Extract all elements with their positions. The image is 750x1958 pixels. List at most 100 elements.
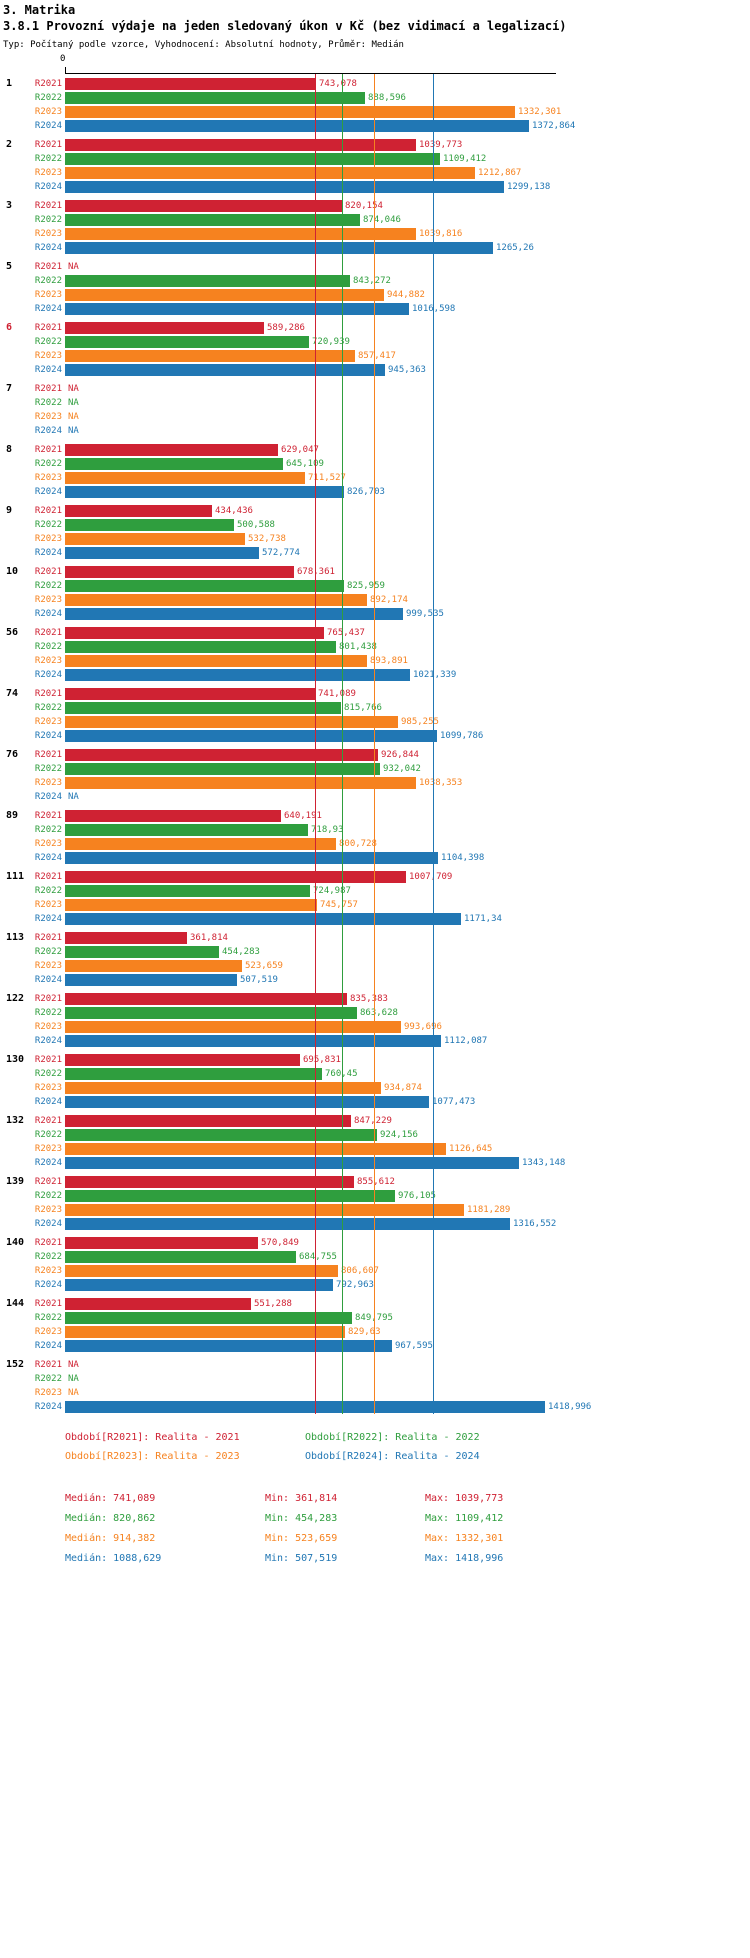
bar-R2021[interactable]	[65, 505, 212, 517]
bar-R2024[interactable]	[65, 1157, 519, 1169]
bar-R2022[interactable]	[65, 702, 341, 714]
bar-R2023[interactable]	[65, 289, 384, 301]
bar-area: 629,047	[65, 444, 750, 456]
bar-R2022[interactable]	[65, 92, 365, 104]
stat-min: Min: 507,519	[265, 1552, 338, 1564]
bar-R2024[interactable]	[65, 852, 438, 864]
bar-R2022[interactable]	[65, 763, 380, 775]
bar-R2023[interactable]	[65, 1021, 401, 1033]
bar-R2024[interactable]	[65, 1096, 429, 1108]
bar-R2023[interactable]	[65, 960, 242, 972]
bar-R2021[interactable]	[65, 139, 416, 151]
bar-R2021[interactable]	[65, 688, 315, 700]
value-label: 945,363	[388, 365, 426, 375]
bar-R2024[interactable]	[65, 669, 410, 681]
bar-R2021[interactable]	[65, 1237, 258, 1249]
bar-R2021[interactable]	[65, 627, 324, 639]
bar-R2023[interactable]	[65, 594, 367, 606]
bar-R2024[interactable]	[65, 1279, 333, 1291]
bar-R2022[interactable]	[65, 1129, 377, 1141]
bar-R2022[interactable]	[65, 519, 234, 531]
bar-R2023[interactable]	[65, 1326, 345, 1338]
bar-R2024[interactable]	[65, 730, 437, 742]
value-label: 843,272	[353, 276, 391, 286]
bar-R2021[interactable]	[65, 993, 347, 1005]
bar-area: 825,959	[65, 580, 750, 592]
bar-R2023[interactable]	[65, 1265, 338, 1277]
bar-R2021[interactable]	[65, 932, 187, 944]
bar-R2022[interactable]	[65, 1190, 395, 1202]
value-label: 434,436	[215, 506, 253, 516]
bar-R2023[interactable]	[65, 167, 475, 179]
bar-R2024[interactable]	[65, 303, 409, 315]
bar-R2024[interactable]	[65, 1401, 545, 1413]
bar-R2021[interactable]	[65, 749, 378, 761]
value-label: 1109,412	[443, 154, 487, 164]
bar-R2021[interactable]	[65, 810, 281, 822]
bar-R2022[interactable]	[65, 1312, 352, 1324]
bar-R2022[interactable]	[65, 214, 360, 226]
value-label: 570,849	[261, 1238, 299, 1248]
bar-R2022[interactable]	[65, 1068, 322, 1080]
bar-R2022[interactable]	[65, 275, 350, 287]
bar-R2024[interactable]	[65, 1035, 441, 1047]
bar-row: R2021 570,849	[0, 1236, 750, 1250]
bar-row: R2022 843,272	[0, 274, 750, 288]
bar-R2021[interactable]	[65, 444, 278, 456]
bar-R2022[interactable]	[65, 885, 310, 897]
value-label: 1007,709	[409, 872, 453, 882]
bar-R2022[interactable]	[65, 153, 440, 165]
bar-area: 711,527	[65, 472, 750, 484]
bar-R2023[interactable]	[65, 1143, 446, 1155]
bar-R2021[interactable]	[65, 566, 294, 578]
bar-R2023[interactable]	[65, 655, 367, 667]
bar-R2024[interactable]	[65, 1340, 392, 1352]
stat-max: Max: 1418,996	[425, 1552, 504, 1564]
bar-R2021[interactable]	[65, 1054, 300, 1066]
series-label: R2023	[34, 1327, 62, 1337]
bar-R2023[interactable]	[65, 1204, 464, 1216]
bar-R2024[interactable]	[65, 486, 344, 498]
series-label: R2023	[34, 229, 62, 239]
bar-R2022[interactable]	[65, 1007, 357, 1019]
bar-R2022[interactable]	[65, 580, 344, 592]
bar-row: R2023 NA	[0, 410, 750, 424]
series-label: R2023	[34, 595, 62, 605]
bar-R2023[interactable]	[65, 899, 317, 911]
bar-R2022[interactable]	[65, 946, 219, 958]
bar-area: 1181,289	[65, 1204, 750, 1216]
bar-R2021[interactable]	[65, 1298, 251, 1310]
bar-R2021[interactable]	[65, 1176, 354, 1188]
bar-R2022[interactable]	[65, 458, 283, 470]
bar-R2021[interactable]	[65, 78, 316, 90]
bar-R2023[interactable]	[65, 716, 398, 728]
bar-R2023[interactable]	[65, 472, 305, 484]
bar-R2022[interactable]	[65, 1251, 296, 1263]
bar-R2021[interactable]	[65, 322, 264, 334]
bar-R2022[interactable]	[65, 824, 308, 836]
bar-R2021[interactable]	[65, 871, 406, 883]
bar-R2024[interactable]	[65, 608, 403, 620]
bar-R2023[interactable]	[65, 533, 245, 545]
bar-R2024[interactable]	[65, 547, 259, 559]
series-label: R2023	[34, 1022, 62, 1032]
bar-R2024[interactable]	[65, 242, 493, 254]
value-label: 532,738	[248, 534, 286, 544]
bar-R2024[interactable]	[65, 181, 504, 193]
bar-R2024[interactable]	[65, 913, 461, 925]
bar-R2021[interactable]	[65, 200, 342, 212]
bar-R2022[interactable]	[65, 641, 336, 653]
bar-R2023[interactable]	[65, 1082, 381, 1094]
bar-R2023[interactable]	[65, 106, 515, 118]
bar-R2021[interactable]	[65, 1115, 351, 1127]
bar-R2023[interactable]	[65, 777, 416, 789]
bar-R2024[interactable]	[65, 120, 529, 132]
bar-R2024[interactable]	[65, 974, 237, 986]
bar-R2023[interactable]	[65, 228, 416, 240]
bar-R2023[interactable]	[65, 350, 355, 362]
bar-R2024[interactable]	[65, 1218, 510, 1230]
series-label: R2023	[34, 290, 62, 300]
bar-R2023[interactable]	[65, 838, 336, 850]
bar-R2022[interactable]	[65, 336, 309, 348]
bar-R2024[interactable]	[65, 364, 385, 376]
